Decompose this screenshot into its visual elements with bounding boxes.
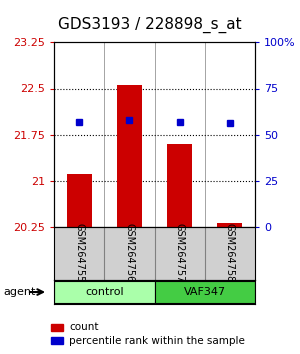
Text: count: count xyxy=(69,322,98,332)
Text: GSM264757: GSM264757 xyxy=(175,223,184,283)
Bar xyxy=(117,85,142,227)
Text: agent: agent xyxy=(3,287,35,297)
Text: GSM264758: GSM264758 xyxy=(225,223,235,283)
Text: VAF347: VAF347 xyxy=(184,287,226,297)
FancyBboxPatch shape xyxy=(154,281,255,303)
Text: control: control xyxy=(85,287,124,297)
Bar xyxy=(217,223,242,227)
Text: GSM264755: GSM264755 xyxy=(74,223,84,283)
Text: percentile rank within the sample: percentile rank within the sample xyxy=(69,336,245,346)
Text: GDS3193 / 228898_s_at: GDS3193 / 228898_s_at xyxy=(58,17,242,33)
Bar xyxy=(167,144,192,227)
FancyBboxPatch shape xyxy=(54,281,154,303)
Bar xyxy=(67,175,92,227)
Text: GSM264756: GSM264756 xyxy=(124,223,134,283)
